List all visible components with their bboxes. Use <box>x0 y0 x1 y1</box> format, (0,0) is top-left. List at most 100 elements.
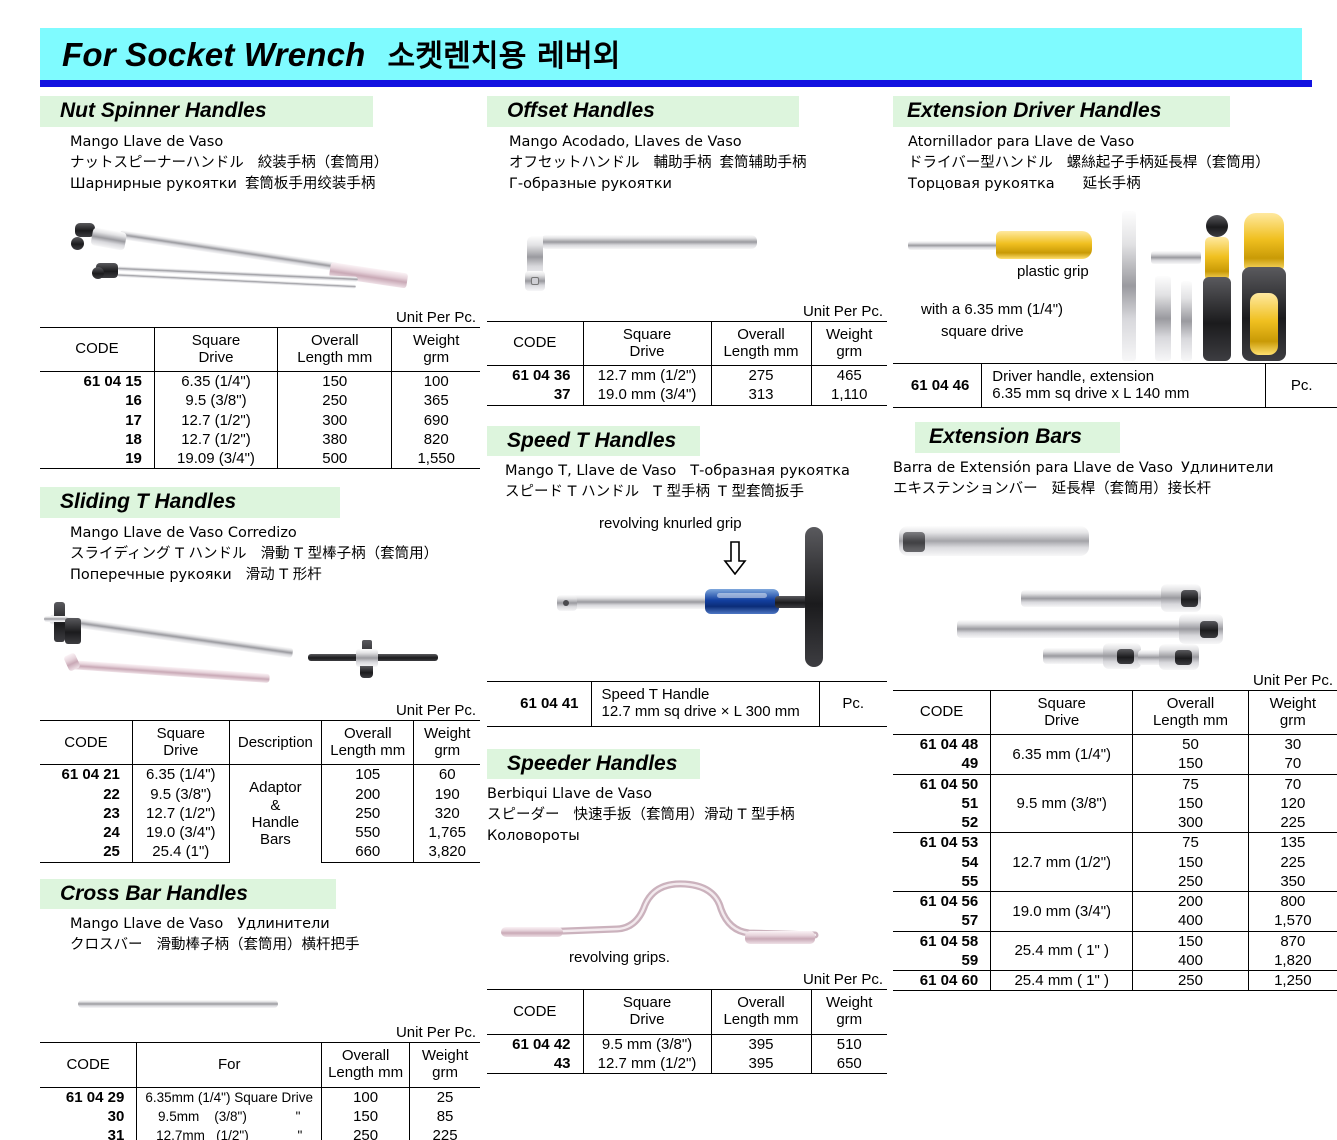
cell-weight: 70 <box>1247 754 1337 775</box>
section-subtitles: Barra de Extensión para Llave de Vaso Удл… <box>893 458 1337 500</box>
cell-weight: 1,820 <box>1247 950 1337 971</box>
cell-drive: 12.7 (1/2") <box>153 429 278 450</box>
page-title-ko: 소켓렌치용 레버외 <box>387 39 621 74</box>
subtitle-es: Mango Llave de Vaso <box>70 133 224 150</box>
cell-code: 61 04 60 <box>893 970 991 992</box>
table-header-row: CODE Square Drive Overall Length mm Weight… <box>40 326 480 373</box>
cell-drive: 25.4 (1") <box>131 842 230 863</box>
cell-length: 150 <box>1132 852 1249 872</box>
cell-code: 61 04 41 <box>487 681 591 727</box>
cell-weight: 820 <box>391 429 480 450</box>
col-square-drive: Square Drive <box>131 719 230 766</box>
cell-length: 150 <box>1132 754 1249 775</box>
section-extension-driver-handles: Extension Driver Handles Atornillador pa… <box>893 96 1337 409</box>
cell-drive: 19.0 mm (3/4") <box>990 891 1133 932</box>
cell-drive: 12.7 mm (1/2") <box>990 832 1133 892</box>
cell-length: 300 <box>1132 813 1249 833</box>
subtitle-ja: ドライバー型ハンドル <box>908 154 1053 171</box>
cell-length: 250 <box>321 1126 410 1140</box>
cell-weight: 70 <box>1247 773 1337 794</box>
cell-weight: 1,550 <box>391 449 480 470</box>
col-square-drive: Square Drive <box>990 689 1133 736</box>
col-description: Description <box>228 719 322 766</box>
cell-length: 250 <box>321 803 414 824</box>
section-speed-t-handles: Speed T Handles Mango T, Llave de Vaso Т-… <box>487 425 887 727</box>
cell-drive: 6.35 (1/4") <box>131 764 230 785</box>
product-photo-speeder: revolving grips. <box>487 853 887 971</box>
cell-length: 75 <box>1132 773 1249 794</box>
product-photo-speed-t: revolving knurled grip <box>487 509 887 681</box>
cell-length: 100 <box>321 1087 410 1107</box>
subtitle-zh2: 延长手柄 <box>1082 175 1141 192</box>
col-overall-length: Overall Length mm <box>321 719 414 766</box>
unit-label: Unit Per Pc. <box>395 308 476 326</box>
cell-drive: 6.35 mm (1/4") <box>990 734 1133 775</box>
section-sliding-t-handles: Sliding T Handles Mango Llave de Vaso Co… <box>40 487 480 863</box>
section-heading: Sliding T Handles <box>40 487 340 518</box>
table-row: 30 9.5mm (3/8") " 150 85 <box>40 1106 480 1127</box>
cell-drive: 9.5 (3/8") <box>153 391 278 411</box>
cell-drive: 12.7 mm (1/2") <box>582 1053 711 1075</box>
cell-code: 22 <box>103 785 120 803</box>
cell-code: 16 <box>125 392 142 410</box>
cell-length: 313 <box>710 385 811 406</box>
cell-code: 61 04 50 <box>893 773 991 794</box>
table-row: 59 400 1,820 <box>893 950 1337 971</box>
cell-length: 150 <box>1132 930 1249 951</box>
product-photo-extension-driver: plastic grip with a 6.35 mm (1/4") squar… <box>893 201 1337 361</box>
cell-drive: 25.4 mm ( 1" ) <box>990 930 1133 971</box>
section-subtitles: Mango Llave de Vaso Corredizo スライディング T … <box>40 523 480 586</box>
photo-caption-plastic-grip: plastic grip <box>1017 262 1089 280</box>
table-row: 61 04 48 6.35 mm (1/4") 50 30 <box>893 734 1337 775</box>
cell-code: 61 04 36 <box>512 367 571 385</box>
section-heading: Nut Spinner Handles <box>40 96 373 127</box>
table-offset-handles: CODE Square Drive Overall Length mm Weight… <box>487 320 887 406</box>
down-arrow-icon <box>723 541 747 576</box>
table-row: 57 400 1,570 <box>893 911 1337 932</box>
cell-code: 61 04 21 <box>61 766 120 784</box>
cell-length: 200 <box>321 784 414 804</box>
table-row: 23 12.7 (1/2") 250 320 <box>40 803 480 824</box>
table-row: 61 04 41 Speed T Handle 12.7 mm sq drive… <box>487 681 887 727</box>
section-heading: Speed T Handles <box>487 425 700 457</box>
subtitle-zh2: T 型套筒扳手 <box>718 484 805 501</box>
section-cross-bar-handles: Cross Bar Handles Mango Llave de Vaso Удл… <box>40 878 480 1140</box>
photo-caption-revolving-grips: revolving grips. <box>569 949 670 967</box>
cell-weight: 1,570 <box>1247 911 1337 932</box>
cell-code: 30 <box>107 1107 125 1125</box>
cell-code: 61 04 58 <box>893 930 991 951</box>
cell-weight: 1,765 <box>413 823 480 843</box>
col-square-drive: Square Drive <box>582 989 711 1035</box>
subtitle-es: Berbiqui Llave de Vaso <box>487 786 653 803</box>
subtitle-ja: エキステンションバー <box>893 480 1038 497</box>
cell-code: 19 <box>40 449 155 470</box>
cell-weight: 320 <box>413 803 480 824</box>
cell-code: 51 <box>961 794 979 812</box>
cell-weight: 690 <box>391 410 480 430</box>
cell-code: 61 04 53 <box>893 832 991 853</box>
photo-caption-square-drive-2: square drive <box>941 322 1024 340</box>
section-heading: Extension Bars <box>915 422 1120 453</box>
section-extension-bars: Extension Bars Barra de Extensión para L… <box>893 422 1337 992</box>
subtitle-zh: 絞装手柄（套筒用） <box>257 154 389 171</box>
cell-for: 12.7mm (1/2") " <box>136 1126 322 1140</box>
cell-code: 37 <box>487 385 583 406</box>
cell-description: Speed T Handle 12.7 mm sq drive × L 300 … <box>590 681 819 727</box>
table-header-row: CODE For Overall Length mm Weight grm <box>40 1042 480 1088</box>
product-photo-cross-bar <box>40 966 480 1024</box>
cell-code: 43 <box>487 1053 583 1075</box>
table-header-row: CODE Square Drive Overall Length mm Weight… <box>487 320 887 367</box>
cell-code: 55 <box>961 872 979 890</box>
cell-drive: 9.5 (3/8") <box>131 784 230 804</box>
table-row: 61 04 60 25.4 mm ( 1" ) 250 1,250 <box>893 970 1337 992</box>
subtitle-ru: Г-образные рукоятки <box>509 175 672 192</box>
cell-weight: 120 <box>1247 793 1337 814</box>
cell-length: 250 <box>1132 970 1249 992</box>
cell-weight: 3,820 <box>413 842 480 863</box>
page-title: For Socket Wrench 소켓렌치용 레버외 <box>62 31 621 75</box>
table-sliding-t-handles: CODE Square Drive Description Overall Leng… <box>40 719 480 863</box>
subtitle-zh2: 套筒板手用绞装手柄 <box>244 175 376 192</box>
cell-weight: 225 <box>1247 813 1337 833</box>
table-nut-spinner-handles: CODE Square Drive Overall Length mm Weight… <box>40 326 480 470</box>
